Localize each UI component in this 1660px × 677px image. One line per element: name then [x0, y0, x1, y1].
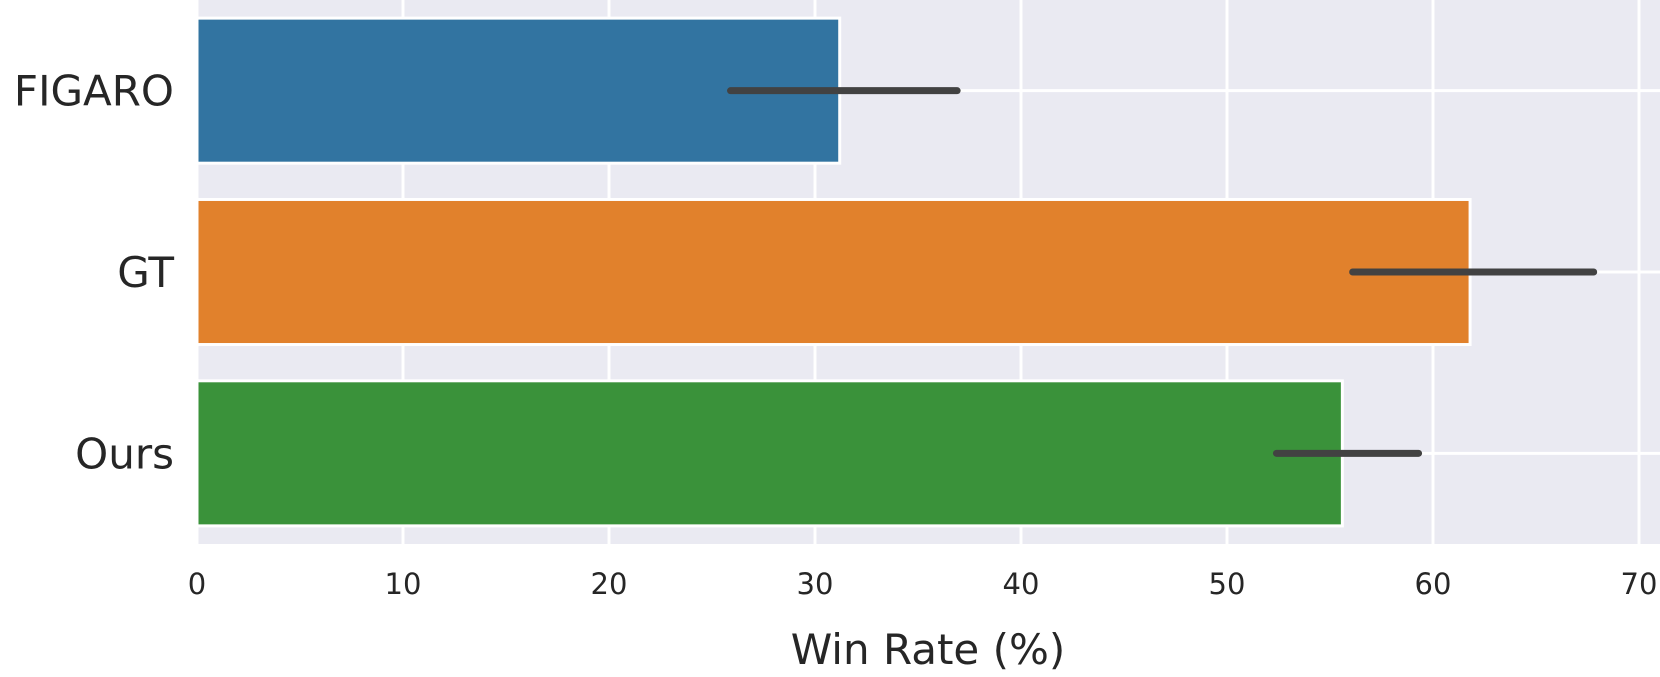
x-tick-label: 10: [385, 567, 422, 601]
x-tick-label: 20: [591, 567, 628, 601]
bar-gt: [195, 197, 1472, 347]
category-label-ours: Ours: [75, 429, 174, 478]
bar-ours: [195, 379, 1344, 528]
x-tick-label: 60: [1415, 567, 1452, 601]
category-label-figaro: FIGARO: [14, 67, 174, 116]
x-tick-label: 50: [1209, 567, 1246, 601]
x-axis-title: Win Rate (%): [791, 625, 1066, 674]
category-labels: FIGARO GT Ours: [14, 67, 174, 479]
category-label-gt: GT: [117, 248, 174, 297]
x-tick-label: 30: [797, 567, 834, 601]
x-tick-label: 40: [1003, 567, 1040, 601]
x-tick-labels: 0 10 20 30 40 50 60 70: [188, 567, 1658, 601]
error-bars: [727, 87, 1598, 457]
x-tick-label: 0: [188, 567, 206, 601]
x-tick-label: 70: [1621, 567, 1658, 601]
